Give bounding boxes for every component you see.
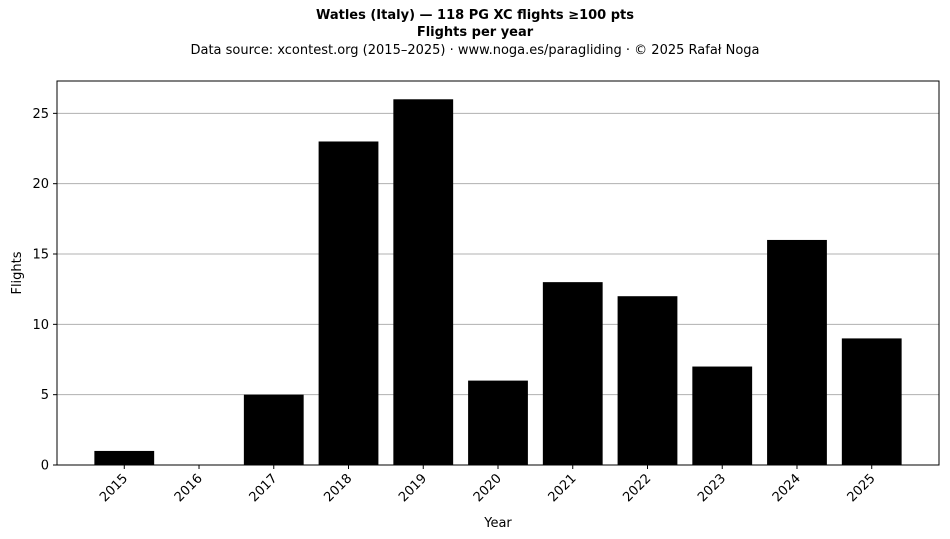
x-tick-label: 2020: [471, 471, 505, 505]
bar: [468, 380, 528, 465]
y-tick-label: 15: [32, 248, 49, 263]
chart-title: Watles (Italy) — 118 PG XC flights ≥100 …: [315, 8, 635, 23]
x-axis-label: Year: [483, 516, 512, 531]
plot-frame: [56, 80, 940, 466]
x-tick-label: 2016: [172, 471, 206, 505]
bar: [692, 366, 753, 465]
chart-subtitle: Data source: xcontest.org (2015–2025) · …: [190, 43, 760, 58]
x-tick-label: 2025: [845, 471, 879, 505]
bar: [617, 296, 678, 465]
x-tick-label: 2024: [770, 471, 804, 505]
bar: [94, 450, 155, 465]
x-tick-label: 2019: [396, 471, 430, 505]
y-tick-label: 25: [32, 107, 49, 122]
x-tick-label: 2023: [695, 471, 729, 505]
y-tick-label: 10: [32, 318, 49, 333]
x-tick-label: 2018: [321, 471, 355, 505]
x-tick-label: 2015: [97, 471, 131, 505]
y-axis: 0 5 10 15 20 25: [32, 107, 57, 474]
bar: [243, 394, 304, 465]
y-tick-label: 5: [41, 388, 49, 403]
y-tick-label: 20: [32, 177, 49, 192]
x-tick-label: 2017: [247, 471, 281, 505]
x-tick-label: 2022: [620, 471, 654, 505]
y-axis-label: Flights: [10, 251, 25, 294]
bar: [542, 282, 603, 465]
y-tick-label: 0: [41, 459, 49, 474]
bars-group: [94, 99, 902, 466]
bar: [767, 239, 827, 465]
bar: [393, 99, 454, 466]
x-tick-label: 2021: [546, 471, 580, 505]
chart-title-line2: Flights per year: [416, 25, 534, 40]
x-axis: 2015 2016 2017 2018 2019 2020 2021 2022 2023 2024…: [97, 465, 879, 505]
bar: [318, 141, 379, 465]
bar: [841, 338, 902, 465]
